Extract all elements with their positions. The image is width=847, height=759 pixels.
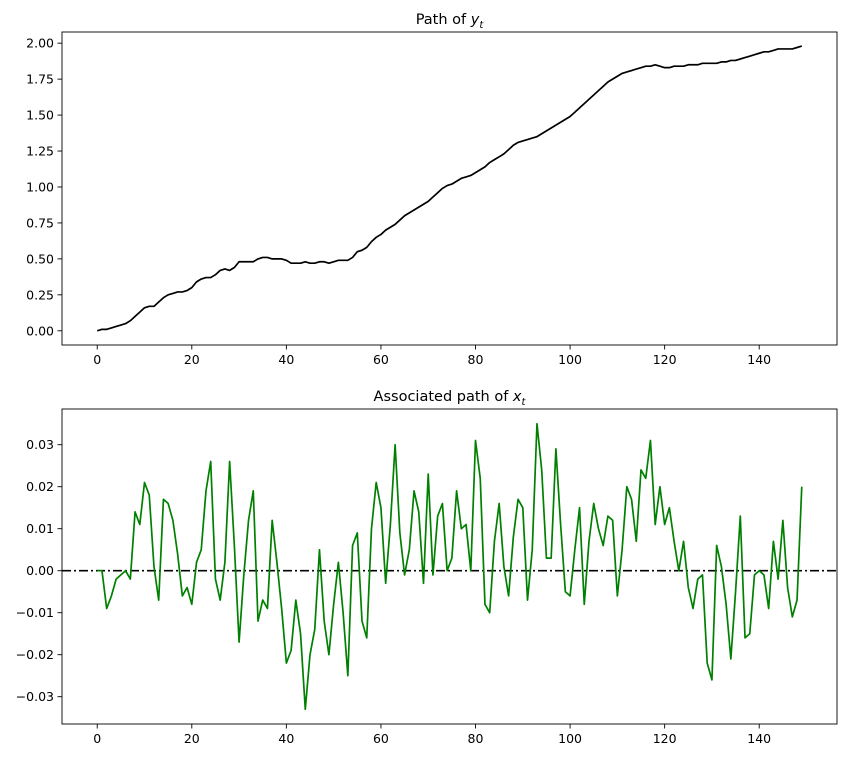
title-variable: y: [470, 12, 480, 28]
y-tick-label: 1.75: [26, 72, 54, 87]
y-tick-label: 0.01: [26, 521, 54, 536]
y-tick-label: 2.00: [26, 36, 54, 51]
x-tick-label: 100: [558, 731, 582, 746]
x-tick-label: 140: [747, 352, 771, 367]
series-line-top-0: [96, 45, 803, 332]
chart-title-bottom: Associated path of xt: [374, 389, 527, 408]
y-tick-label: 0.00: [26, 323, 54, 338]
x-tick-label: 40: [278, 352, 294, 367]
y-tick-label: 0.02: [26, 479, 54, 494]
plot-bottom: Associated path of xt 0 20 40 60 80 100 120 140 −…: [16, 389, 838, 746]
x-tick-label: 20: [184, 731, 200, 746]
y-tick-label: 0.50: [26, 251, 54, 266]
y-tick-label: 0.03: [26, 437, 54, 452]
y-tick-label: 1.00: [26, 179, 54, 194]
y-tick-label: 1.50: [26, 108, 54, 123]
x-tick-label: 20: [184, 352, 200, 367]
chart-title-top: Path of yt: [416, 12, 485, 31]
x-tick-label: 80: [468, 731, 484, 746]
y-tick-label: 0.00: [26, 563, 54, 578]
title-variable: x: [512, 389, 522, 405]
plot-top: Path of yt 0 20 40 60 80 100 120 140 0.00 0.25 0.50…: [26, 12, 838, 367]
y-tick-label: 1.25: [26, 144, 54, 159]
x-tick-label: 0: [93, 731, 101, 746]
x-tick-label: 80: [468, 352, 484, 367]
axes-frame: [61, 408, 838, 725]
x-tick-label: 60: [373, 352, 389, 367]
x-tick-label: 60: [373, 731, 389, 746]
title-subscript: t: [522, 397, 527, 408]
y-tick-label: 0.75: [26, 215, 54, 230]
axes-frame: [61, 31, 838, 346]
title-text-main: Path of: [416, 12, 471, 28]
title-subscript: t: [479, 20, 484, 31]
x-tick-label: 0: [93, 352, 101, 367]
y-tick-label: −0.03: [16, 689, 54, 704]
x-tick-label: 120: [653, 352, 677, 367]
x-tick-label: 120: [653, 731, 677, 746]
y-tick-label: 0.25: [26, 287, 54, 302]
x-tick-label: 40: [278, 731, 294, 746]
y-tick-label: −0.01: [16, 605, 54, 620]
x-tick-label: 140: [747, 731, 771, 746]
series-line-bottom-0: [97, 422, 803, 711]
title-text-main: Associated path of: [374, 389, 513, 405]
y-tick-label: −0.02: [16, 647, 54, 662]
x-tick-label: 100: [558, 352, 582, 367]
